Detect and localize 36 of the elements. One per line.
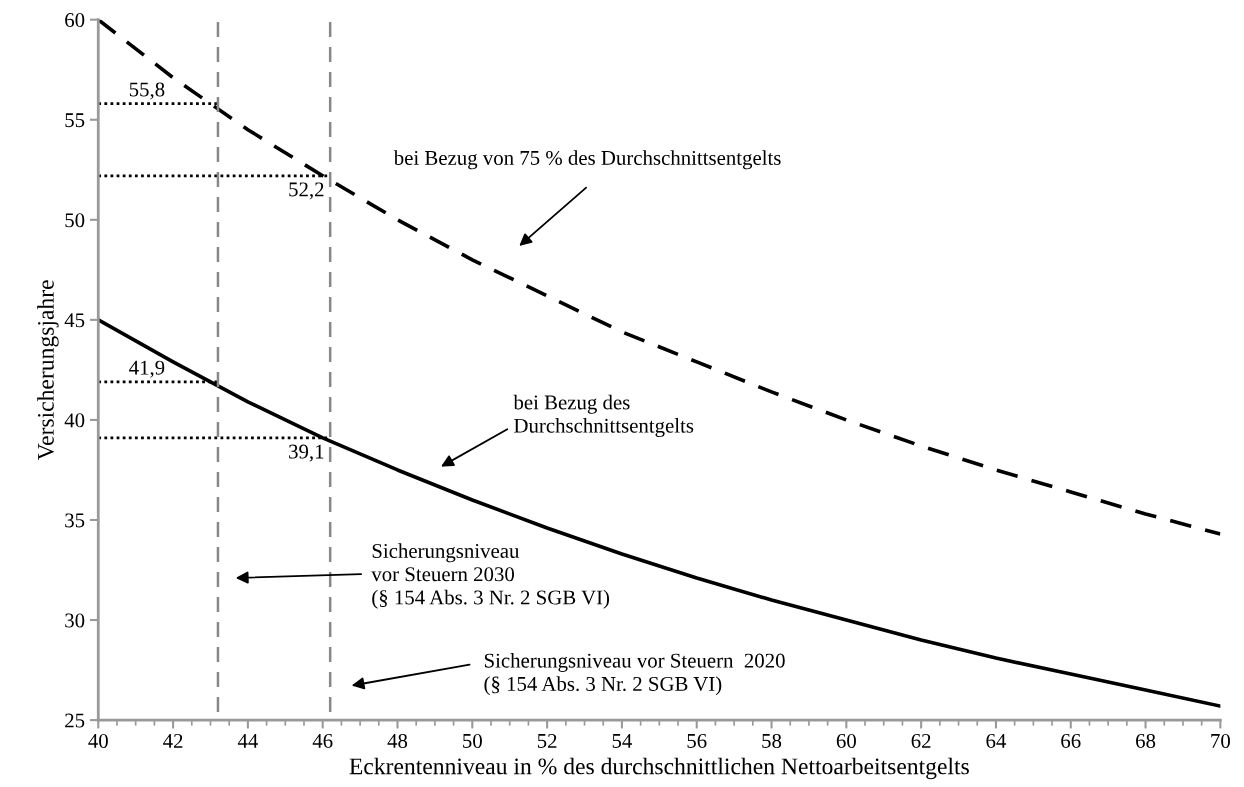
data-label: 41,9 xyxy=(129,360,165,378)
x-tick-label: 70 xyxy=(1211,733,1230,748)
y-tick-label: 55 xyxy=(65,113,85,128)
x-tick-label: 56 xyxy=(687,733,707,748)
x-tick-label: 64 xyxy=(986,733,1007,748)
data-label: 55,8 xyxy=(129,82,165,100)
x-axis-title: Eckrentenniveau in % des durchschnittlichen Nettoarbeitsentgelts xyxy=(349,757,969,780)
annotation: bei Bezug von 75 % des Durchschnittsentgelts xyxy=(393,150,781,170)
x-tick-label: 44 xyxy=(237,734,258,748)
line-series xyxy=(98,19,1221,536)
y-tick-label: 50 xyxy=(65,213,85,228)
annotation: Sicherungsniveau vor Steuern 2020 (§ 154 Abs. 3 Nr. 2 SGB VI) xyxy=(484,652,785,696)
annotation: Sicherungsniveau vor Steuern 2030 (§ 154 Abs. 3 Nr. 2 SGB VI) xyxy=(371,543,610,609)
annotation: bei Bezug des Durchschnittsentgelts xyxy=(513,394,694,438)
x-tick-label: 58 xyxy=(762,733,782,748)
x-tick-label: 46 xyxy=(312,733,333,748)
y-tick-label: 30 xyxy=(65,613,85,628)
x-tick-label: 60 xyxy=(836,733,856,748)
x-tick-label: 54 xyxy=(612,734,633,748)
x-tick-label: 66 xyxy=(1061,733,1081,748)
line-series xyxy=(98,318,1221,708)
x-tick-label: 50 xyxy=(463,733,482,748)
x-tick-label: 68 xyxy=(1136,733,1156,748)
data-label: 52,2 xyxy=(289,182,324,200)
x-tick-label: 62 xyxy=(911,733,931,748)
data-label: 39,1 xyxy=(289,444,324,462)
x-tick-label: 48 xyxy=(387,733,408,748)
y-tick-label: 45 xyxy=(64,313,85,328)
x-tick-label: 40 xyxy=(88,733,108,748)
x-tick-label: 52 xyxy=(537,733,557,748)
y-tick-label: 60 xyxy=(65,13,85,28)
x-tick-label: 42 xyxy=(163,733,183,748)
y-tick-label: 40 xyxy=(64,413,85,428)
y-tick-label: 25 xyxy=(65,713,85,728)
y-tick-label: 35 xyxy=(65,513,85,528)
y-axis-title: Versicherungsjahre xyxy=(37,280,59,461)
